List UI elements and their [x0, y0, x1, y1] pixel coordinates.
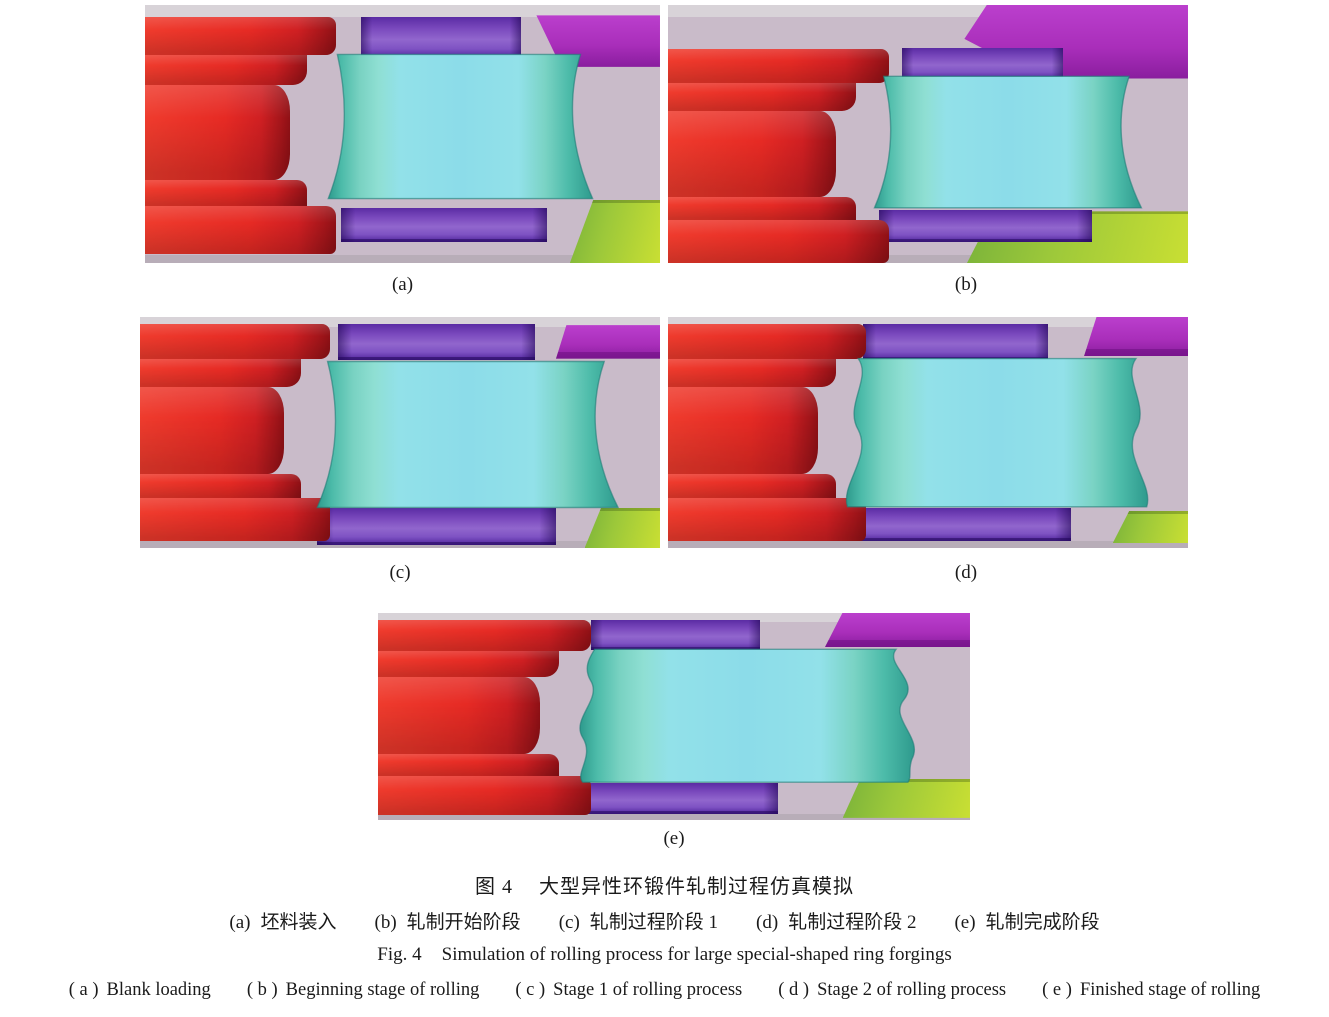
panel-a-label: (a): [391, 274, 414, 295]
main-roll-body: [668, 386, 819, 474]
main-roll-top-flange: [668, 323, 866, 359]
main-roll-top-flange: [140, 323, 330, 359]
machine-frame-bottom-strip: [668, 255, 1188, 263]
panel-captions-english: ( a ) Blank loading ( b ) Beginning stage …: [0, 980, 1329, 1001]
panel-b-simulation-image: [668, 5, 1188, 263]
machine-frame-top-strip: [140, 317, 660, 328]
panel-b-caption-en: ( b ) Beginning stage of rolling: [246, 980, 480, 1000]
main-roll-upper-neck: [145, 54, 307, 86]
main-roll-lower-neck: [668, 196, 856, 221]
main-roll-body: [668, 110, 836, 197]
machine-frame-bottom-strip: [140, 541, 660, 548]
ring-workpiece: [307, 53, 611, 200]
panel-d-caption-en: ( d ) Stage 2 of rolling process: [778, 980, 1007, 1000]
machine-frame-bottom-strip: [668, 541, 1188, 548]
support-roll-green: [842, 778, 970, 818]
panel-e-caption-en: ( e ) Finished stage of rolling: [1042, 980, 1261, 1000]
main-roll-bottom-flange: [140, 497, 330, 542]
guide-roll-magenta: [824, 613, 970, 648]
panel-c-caption-en: ( c ) Stage 1 of rolling process: [515, 980, 743, 1000]
machine-frame-bottom-strip: [378, 813, 970, 820]
panel-c-simulation-image: [140, 317, 660, 548]
main-roll-bottom-flange: [668, 220, 889, 263]
guide-roll-magenta: [556, 325, 660, 359]
panel-captions-chinese: (a) 坯料装入 (b) 轧制开始阶段 (c) 轧制过程阶段 1 (d) 轧制过程阶段 …: [0, 907, 1329, 934]
panel-a-caption-en: ( a ) Blank loading: [68, 980, 211, 1000]
main-roll-body: [140, 386, 285, 474]
main-roll-top-flange: [668, 48, 889, 84]
upper-axial-roll: [361, 16, 521, 58]
lower-axial-roll: [340, 207, 547, 243]
main-roll-red: [140, 323, 330, 542]
main-roll-red: [668, 323, 866, 542]
support-roll-green: [1112, 511, 1188, 544]
machine-frame-top-strip: [668, 317, 1188, 328]
main-roll-lower-neck: [140, 473, 302, 498]
main-roll-bottom-flange: [378, 775, 592, 815]
machine-frame-top-strip: [145, 5, 660, 17]
figure-title-chinese: 大型异性环锻件轧制过程仿真模拟: [539, 876, 854, 898]
panel-d-caption-zh: (d) 轧制过程阶段 2: [756, 912, 917, 933]
panel-b-label: (b): [954, 274, 978, 295]
main-roll-lower-neck: [145, 180, 307, 207]
figure-caption-english: Fig. 4 Simulation of rolling process for …: [0, 944, 1329, 966]
upper-axial-roll: [902, 47, 1064, 79]
support-roll-green: [569, 199, 660, 263]
main-roll-upper-neck: [668, 358, 836, 387]
main-roll-upper-neck: [378, 651, 560, 677]
main-roll-red: [145, 16, 336, 254]
main-roll-upper-neck: [668, 83, 856, 111]
main-roll-body: [378, 676, 540, 755]
support-roll-green: [584, 507, 660, 548]
panel-e-caption-zh: (e) 轧制完成阶段: [954, 912, 1100, 933]
upper-axial-roll: [863, 323, 1048, 360]
main-roll-red: [668, 48, 889, 263]
machine-frame-bottom-strip: [145, 255, 660, 263]
panel-d-label: (d): [954, 562, 978, 583]
panel-d-simulation-image: [668, 317, 1188, 548]
main-roll-red: [378, 620, 592, 815]
machine-frame-top-strip: [668, 5, 1188, 17]
figure-title-english: Simulation of rolling process for large …: [441, 944, 952, 965]
main-roll-lower-neck: [378, 754, 560, 776]
figure-caption-chinese: 图 4 大型异性环锻件轧制过程仿真模拟: [0, 870, 1329, 899]
ring-workpiece: [819, 357, 1175, 508]
figure-number-chinese: 图 4: [475, 876, 513, 898]
main-roll-top-flange: [378, 620, 592, 652]
panel-c-label: (c): [389, 562, 411, 583]
main-roll-body: [145, 85, 290, 181]
ring-workpiece: [293, 360, 639, 509]
main-roll-top-flange: [145, 16, 336, 55]
panel-a-simulation-image: [145, 5, 660, 263]
figure-number-english: Fig. 4: [377, 944, 422, 965]
upper-axial-roll: [591, 620, 760, 651]
panel-a-caption-zh: (a) 坯料装入: [229, 912, 337, 933]
main-roll-upper-neck: [140, 358, 302, 387]
panel-e-simulation-image: [378, 613, 970, 820]
lower-axial-roll: [567, 782, 778, 814]
lower-axial-roll: [316, 507, 556, 545]
panel-b-caption-zh: (b) 轧制开始阶段: [374, 912, 521, 933]
lower-axial-roll: [878, 210, 1092, 243]
upper-axial-roll: [337, 323, 536, 360]
panel-e-label: (e): [663, 828, 685, 849]
main-roll-lower-neck: [668, 473, 836, 498]
guide-roll-magenta: [1084, 317, 1188, 357]
ring-workpiece: [853, 75, 1160, 209]
main-roll-bottom-flange: [668, 497, 866, 542]
panel-c-caption-zh: (c) 轧制过程阶段 1: [558, 912, 719, 933]
ring-workpiece: [547, 648, 944, 784]
main-roll-bottom-flange: [145, 206, 336, 254]
lower-axial-roll: [844, 507, 1071, 542]
machine-frame-top-strip: [378, 613, 970, 623]
